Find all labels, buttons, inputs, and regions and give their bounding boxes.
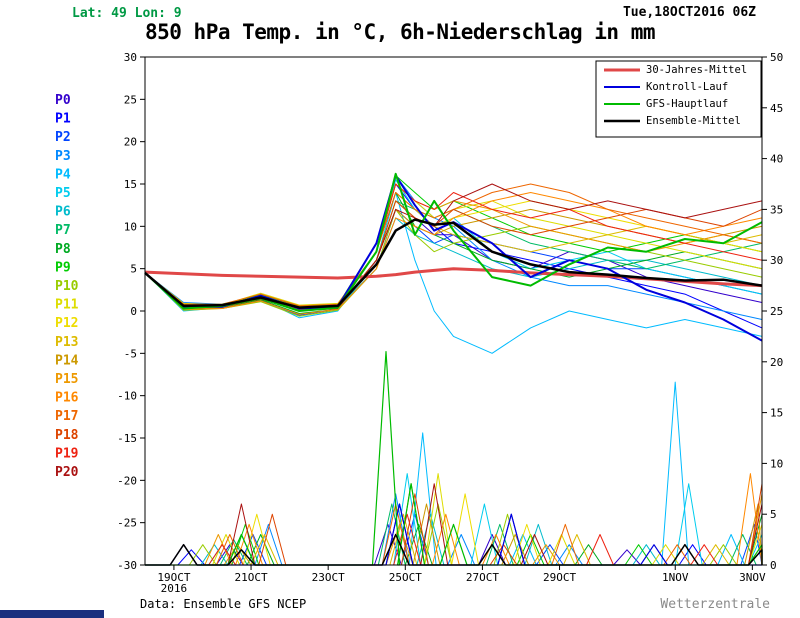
data-source-label: Data: Ensemble GFS NCEP (140, 597, 307, 611)
x-axis-date-label: 23OCT (312, 571, 345, 584)
member-label-P12: P12 (55, 316, 78, 331)
member-label-P9: P9 (55, 260, 71, 275)
left-axis-label: -20 (117, 474, 137, 487)
series-P14-temp (144, 208, 763, 312)
left-axis-label: 30 (124, 51, 137, 64)
member-label-P16: P16 (55, 391, 79, 406)
legend-label: 30-Jahres-Mittel (646, 64, 747, 76)
run-datetime-label: Tue,18OCT2016 06Z (622, 5, 756, 20)
series-P15-temp (144, 183, 763, 308)
series-30-Jahres-Mittel-temp (144, 267, 763, 288)
member-label-P15: P15 (55, 372, 78, 387)
right-axis-label: 20 (770, 356, 783, 369)
series-P17-temp (144, 183, 763, 307)
right-axis-label: 35 (770, 203, 783, 216)
right-axis-label: 0 (770, 559, 777, 572)
x-axis-date-label: 25OCT (389, 571, 422, 584)
member-label-P5: P5 (55, 186, 71, 201)
series-P4-precip (145, 381, 762, 566)
member-label-P17: P17 (55, 409, 78, 424)
member-label-P13: P13 (55, 335, 78, 350)
right-axis-label: 10 (770, 457, 783, 470)
member-label-P11: P11 (55, 298, 79, 313)
member-label-P19: P19 (55, 446, 78, 461)
member-label-P1: P1 (55, 112, 71, 127)
left-axis-label: 10 (124, 220, 137, 233)
member-label-P4: P4 (55, 167, 71, 182)
member-label-P6: P6 (55, 205, 71, 220)
right-axis-label: 50 (770, 51, 783, 64)
right-axis-label: 30 (770, 254, 783, 267)
series-P8-temp (144, 192, 763, 314)
right-axis-label: 5 (770, 508, 777, 521)
legend-label: Ensemble-Mittel (646, 115, 741, 127)
wetterzentrale-label: Wetterzentrale (660, 597, 770, 612)
member-label-P7: P7 (55, 223, 71, 238)
x-axis-date-label: 3NOV (739, 571, 766, 584)
series-P16-temp (144, 192, 763, 315)
left-axis-label: -10 (117, 390, 137, 403)
series-Kontroll-Lauf-temp (144, 174, 763, 342)
left-axis-label: 0 (130, 305, 137, 318)
member-label-P8: P8 (55, 242, 71, 257)
x-axis-date-label: 1NOV (662, 571, 689, 584)
legend-label: GFS-Hauptlauf (646, 98, 728, 110)
left-axis-label: -15 (117, 432, 137, 445)
left-axis-label: -25 (117, 517, 137, 530)
x-axis-year-label: 2016 (161, 582, 188, 595)
left-axis-label: -5 (124, 347, 137, 360)
right-axis-label: 15 (770, 407, 783, 420)
x-axis-date-label: 27OCT (466, 571, 499, 584)
latlon-label: Lat: 49 Lon: 9 (72, 6, 182, 21)
member-label-P10: P10 (55, 279, 79, 294)
right-axis-label: 45 (770, 102, 783, 115)
legend-label: Kontroll-Lauf (646, 81, 728, 93)
series-P1-temp (144, 183, 763, 329)
left-axis-label: 20 (124, 136, 137, 149)
member-label-P0: P0 (55, 93, 71, 108)
x-axis-date-label: 29OCT (543, 571, 576, 584)
series-P9-temp (144, 175, 763, 307)
left-axis-label: -30 (117, 559, 137, 572)
series-Ensemble-Mittel-temp (144, 218, 763, 309)
page-title: 850 hPa Temp. in °C, 6h-Niederschlag in … (144, 20, 656, 44)
series-P4-temp (144, 192, 763, 354)
x-axis-date-label: 21OCT (234, 571, 267, 584)
member-label-P3: P3 (55, 149, 71, 164)
member-label-P20: P20 (55, 465, 79, 480)
member-label-P18: P18 (55, 428, 79, 443)
left-axis-label: 5 (130, 263, 137, 276)
legend-box (595, 60, 762, 138)
footer-bar (0, 610, 104, 618)
right-axis-label: 25 (770, 305, 783, 318)
member-label-P2: P2 (55, 130, 71, 145)
left-axis-label: 15 (124, 178, 137, 191)
member-label-P14: P14 (55, 353, 79, 368)
series-P20-temp (144, 183, 763, 312)
left-axis-label: 25 (124, 93, 137, 106)
right-axis-label: 40 (770, 153, 783, 166)
series-P7-temp (144, 200, 763, 309)
x-axis-date-label: 19OCT (157, 571, 190, 584)
